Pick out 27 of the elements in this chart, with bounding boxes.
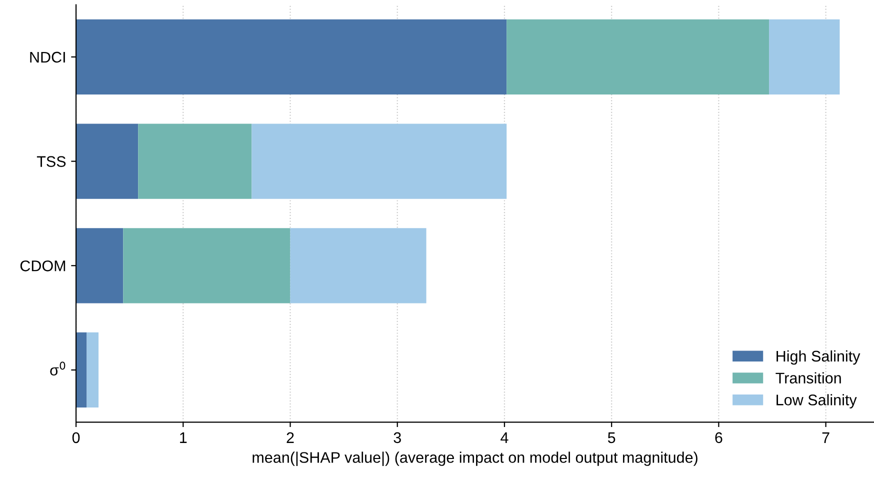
y-tick-label: CDOM [20,260,66,272]
bar [76,228,124,304]
x-tick-label: 0 [72,432,80,444]
x-tick-label: 1 [180,432,187,443]
x-tick-label: 2 [286,432,294,443]
bar [290,228,426,304]
bar [76,19,507,95]
bar [252,124,507,199]
bar [138,124,252,199]
y-tick-label: σ$^{0}$ [50,362,66,376]
bar [86,332,99,408]
bar [506,19,770,95]
bar [76,332,87,408]
x-tick-label: 3 [394,432,401,444]
x-tick-label: 7 [822,432,830,443]
x-tick-label: 5 [608,432,616,444]
x-tick-label: 4 [500,432,508,443]
x-axis-title: mean(|SHAP value|) (average impact on model output magnitude) [252,452,698,466]
bar [76,124,138,199]
bar [123,228,290,304]
legend-label: High Salinity [776,350,860,365]
y-tick-label: NDCI [30,52,65,63]
bar [769,19,840,95]
legend-label: Low Salinity [776,394,857,408]
legend-label: Transition [776,372,841,384]
x-tick-label: 6 [715,432,722,444]
y-tick-label: TSS [36,156,66,167]
